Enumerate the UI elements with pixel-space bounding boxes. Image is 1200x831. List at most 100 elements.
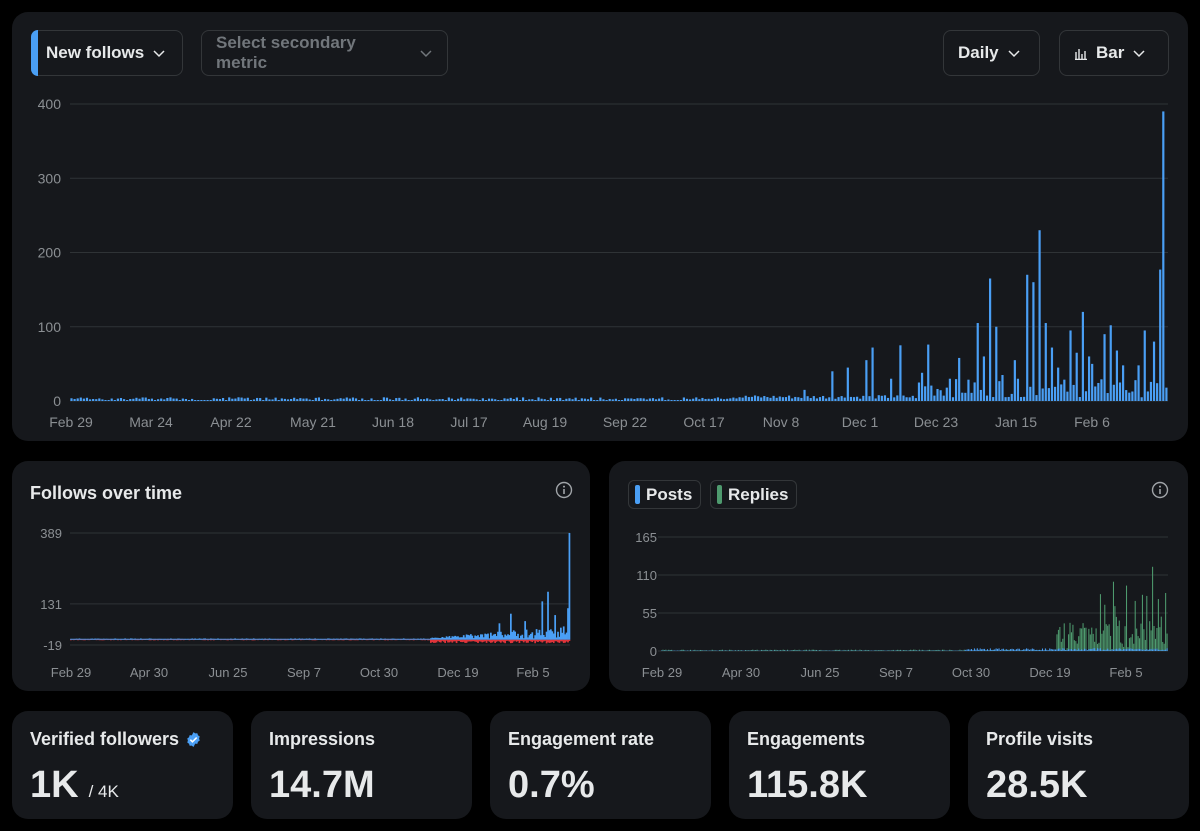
bar: [203, 400, 206, 401]
bar: [571, 399, 574, 401]
secondary-metric-dropdown[interactable]: Select secondary metric: [201, 30, 448, 76]
bar: [191, 398, 194, 401]
reply-bar: [1163, 643, 1165, 651]
reply-bar: [1082, 623, 1084, 651]
follow-bar: [405, 638, 408, 640]
bar: [1081, 311, 1084, 401]
stat-value: 0.7%: [508, 764, 595, 806]
post-bar: [999, 650, 1002, 651]
bar: [791, 398, 794, 401]
bar: [135, 397, 138, 401]
unfollow-bar: [520, 639, 522, 641]
unfollow-bar: [148, 639, 151, 641]
unfollow-bar: [501, 639, 504, 642]
reply-bar: [837, 649, 839, 651]
bar: [132, 398, 135, 401]
bar: [1131, 391, 1134, 401]
follow-bar: [70, 638, 72, 640]
bar: [546, 400, 549, 401]
bar: [531, 399, 534, 401]
bar: [426, 398, 429, 401]
reply-bar: [763, 650, 765, 651]
reply-bar: [1159, 627, 1161, 651]
bar: [469, 398, 472, 401]
reply-bar: [1133, 643, 1135, 651]
follow-bar: [425, 638, 428, 640]
chart-type-dropdown[interactable]: Bar: [1059, 30, 1169, 76]
bar: [1044, 323, 1047, 401]
x-tick-label: Apr 30: [130, 665, 168, 680]
follow-bar: [490, 632, 492, 640]
reply-bar: [915, 650, 917, 651]
bar: [945, 387, 948, 401]
follow-bar: [100, 638, 102, 640]
interval-dropdown[interactable]: Daily: [943, 30, 1040, 76]
bar: [954, 379, 958, 401]
primary-metric-dropdown[interactable]: New follows: [31, 30, 183, 76]
bar: [874, 398, 877, 401]
y-tick-label: 165: [635, 530, 657, 545]
post-bar: [1018, 648, 1020, 651]
bar: [1072, 384, 1075, 401]
bar: [385, 397, 389, 401]
legend-replies[interactable]: Replies: [710, 480, 798, 509]
reply-bar: [797, 650, 799, 651]
follow-bar: [202, 638, 205, 640]
info-icon[interactable]: [555, 481, 573, 499]
follow-bar: [147, 638, 149, 640]
follow-bar: [284, 638, 287, 640]
follow-bar: [377, 638, 379, 640]
legend-posts[interactable]: Posts: [628, 480, 702, 509]
x-tick-label: Mar 24: [129, 414, 173, 430]
follow-bar: [145, 638, 148, 640]
follow-bar: [298, 638, 301, 640]
reply-bar: [787, 649, 789, 651]
bar: [308, 399, 311, 401]
unfollow-bar: [495, 639, 498, 642]
reply-bar: [1104, 604, 1106, 651]
x-tick-label: Oct 17: [683, 414, 724, 430]
unfollow-bar: [537, 639, 539, 643]
follow-bar: [517, 633, 519, 640]
post-bar: [1034, 650, 1036, 651]
reply-bar: [782, 649, 784, 651]
follow-bar: [375, 638, 378, 640]
reply-bar: [811, 649, 813, 651]
bar: [1112, 384, 1115, 401]
follow-bar: [198, 638, 201, 640]
unfollow-bar: [454, 639, 457, 642]
follow-bar: [105, 638, 108, 640]
bar: [596, 400, 599, 401]
follow-bar: [441, 636, 444, 640]
reply-bar: [939, 650, 941, 651]
posts-replies-card: Posts Replies 0 55 110 165 Feb 29 Apr 30 Jun 2…: [609, 461, 1188, 691]
bar: [450, 398, 454, 401]
bar: [497, 400, 500, 401]
bar: [197, 400, 200, 401]
follow-bar: [331, 638, 334, 640]
follow-bar: [295, 638, 298, 640]
unfollow-bar: [512, 639, 515, 642]
unfollow-bar: [471, 639, 474, 642]
bar: [1159, 269, 1162, 401]
follow-bar: [388, 638, 391, 640]
follow-bar: [351, 638, 354, 640]
follow-bar: [98, 638, 101, 640]
follow-bar: [544, 636, 547, 640]
follow-bar: [172, 638, 175, 640]
post-bar: [984, 648, 986, 651]
follow-bar: [488, 638, 491, 640]
reply-bar: [704, 650, 706, 651]
follow-bar: [142, 638, 145, 640]
reply-bar: [775, 649, 777, 651]
unfollow-bar: [460, 639, 462, 642]
follow-bar: [302, 638, 305, 640]
follow-bar: [247, 638, 249, 640]
reply-bar: [878, 650, 880, 651]
bar: [800, 397, 803, 401]
post-bar: [970, 649, 973, 651]
reply-bar: [1140, 623, 1142, 651]
reply-bar: [1144, 639, 1146, 651]
info-icon[interactable]: [1151, 481, 1169, 499]
reply-bar: [930, 650, 932, 651]
